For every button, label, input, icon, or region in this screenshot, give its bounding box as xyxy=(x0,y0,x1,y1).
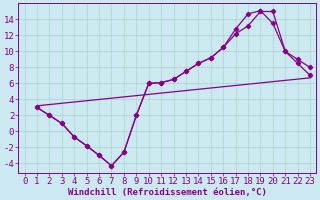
X-axis label: Windchill (Refroidissement éolien,°C): Windchill (Refroidissement éolien,°C) xyxy=(68,188,267,197)
